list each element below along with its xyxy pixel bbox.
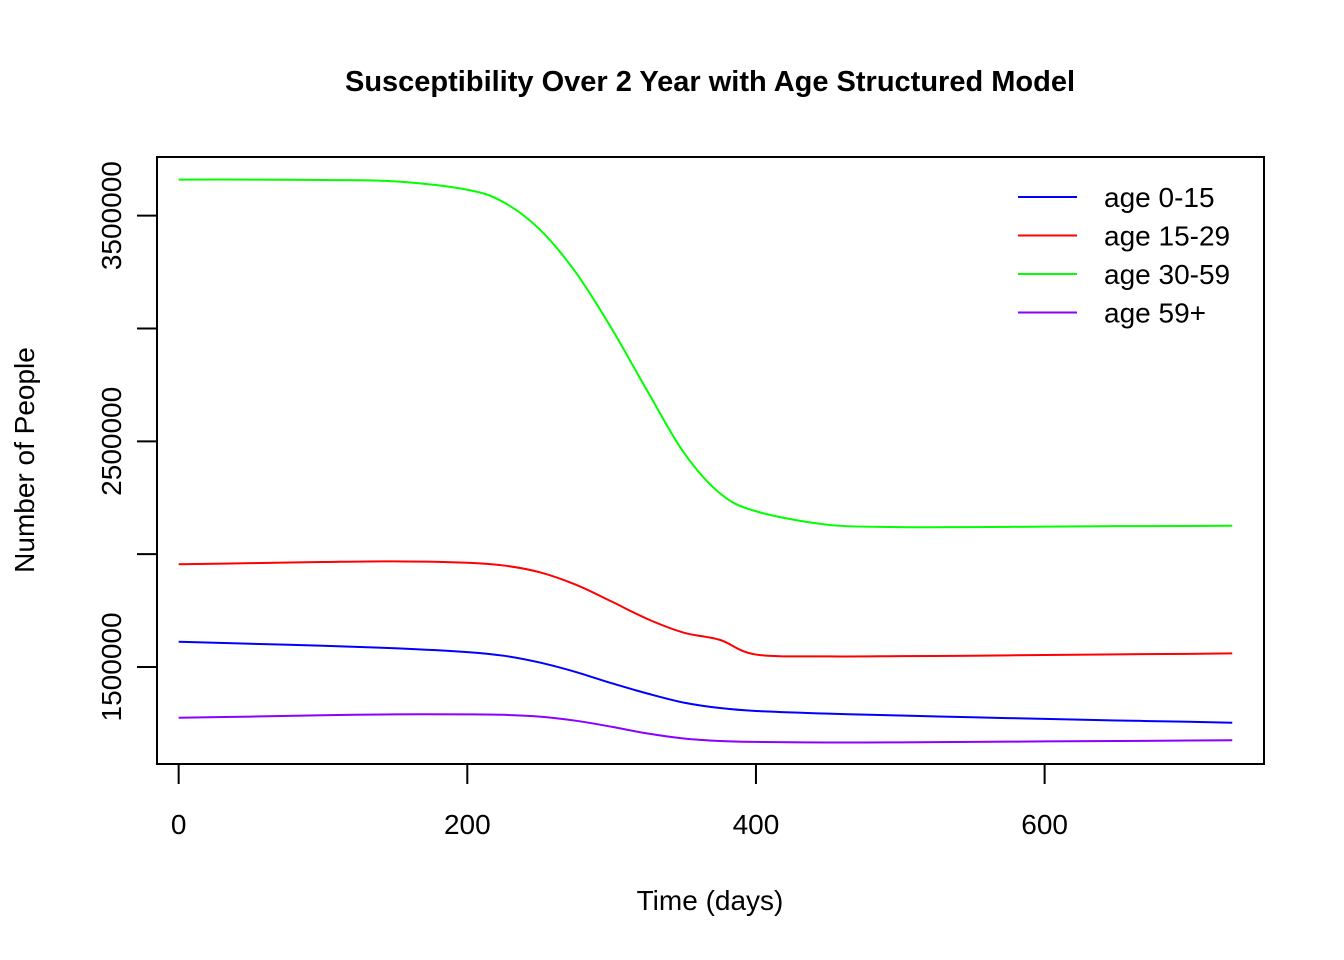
series-line-3 [178,178,1233,529]
x-tick-label: 0 [171,809,187,840]
legend-label: age 59+ [1104,298,1206,329]
y-tick-label: 2500000 [96,387,127,496]
y-axis: 1500000 2500000 3500000 [96,161,158,721]
x-tick-label: 600 [1021,809,1068,840]
series-line-1 [178,640,1233,724]
series-line-4 [178,713,1233,744]
y-tick-label: 1500000 [96,612,127,721]
x-tick-label: 200 [444,809,491,840]
x-axis-label: Time (days) [637,885,784,916]
chart-title: Susceptibility Over 2 Year with Age Stru… [345,66,1075,98]
y-tick-label: 3500000 [96,161,127,270]
legend-label: age 30-59 [1104,259,1230,290]
series-line-2 [178,560,1233,658]
y-axis-label: Number of People [9,347,40,573]
plot-area [156,156,1265,765]
x-tick-label: 400 [733,809,780,840]
legend: age 0-15 age 15-29 age 30-59 age 59+ [1018,182,1230,329]
series-lines [178,178,1233,744]
x-axis: 0 200 400 600 [171,763,1068,840]
legend-label: age 15-29 [1104,221,1230,252]
legend-label: age 0-15 [1104,182,1215,213]
